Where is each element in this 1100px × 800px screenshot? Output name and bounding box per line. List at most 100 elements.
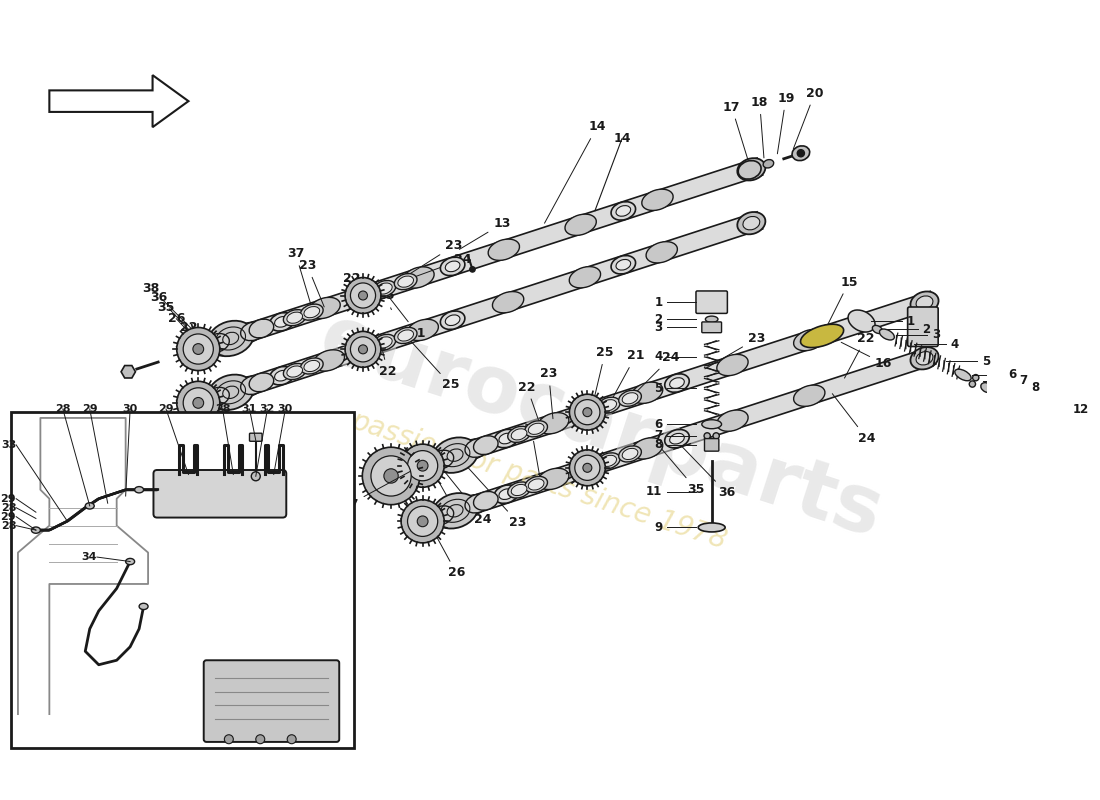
Circle shape xyxy=(470,266,475,272)
Ellipse shape xyxy=(713,433,719,439)
FancyBboxPatch shape xyxy=(704,438,719,451)
Text: 19: 19 xyxy=(778,92,794,154)
Text: 29: 29 xyxy=(158,404,174,414)
Text: 4: 4 xyxy=(654,350,662,363)
Text: 36: 36 xyxy=(679,443,735,499)
Ellipse shape xyxy=(473,436,498,454)
Ellipse shape xyxy=(300,304,323,320)
Text: 29: 29 xyxy=(81,404,98,414)
Ellipse shape xyxy=(493,291,524,313)
Text: 3: 3 xyxy=(654,321,662,334)
Ellipse shape xyxy=(737,212,766,234)
Ellipse shape xyxy=(494,485,518,503)
Ellipse shape xyxy=(612,255,636,274)
Ellipse shape xyxy=(631,382,663,403)
FancyBboxPatch shape xyxy=(250,434,262,442)
FancyBboxPatch shape xyxy=(154,470,286,518)
Text: 25: 25 xyxy=(376,290,394,310)
Ellipse shape xyxy=(738,161,761,179)
Circle shape xyxy=(402,500,444,543)
Ellipse shape xyxy=(916,351,933,365)
Ellipse shape xyxy=(623,448,638,459)
Text: 8: 8 xyxy=(1032,381,1040,394)
Text: 22: 22 xyxy=(431,468,465,519)
Ellipse shape xyxy=(525,476,548,493)
Ellipse shape xyxy=(232,322,263,343)
Polygon shape xyxy=(177,158,762,364)
Ellipse shape xyxy=(664,430,690,448)
Ellipse shape xyxy=(717,410,748,431)
Text: 23: 23 xyxy=(298,259,324,307)
Text: 12: 12 xyxy=(1072,403,1089,416)
Ellipse shape xyxy=(32,527,41,534)
Ellipse shape xyxy=(250,373,274,392)
Ellipse shape xyxy=(911,347,938,370)
Ellipse shape xyxy=(456,439,487,460)
Ellipse shape xyxy=(250,319,274,338)
Ellipse shape xyxy=(284,310,306,326)
Text: 30: 30 xyxy=(122,404,138,414)
Text: 21: 21 xyxy=(387,295,426,340)
Ellipse shape xyxy=(916,296,933,310)
Text: 9: 9 xyxy=(654,521,662,534)
Text: 7: 7 xyxy=(654,430,662,442)
Ellipse shape xyxy=(499,433,514,444)
Ellipse shape xyxy=(440,311,465,330)
Text: 28: 28 xyxy=(55,404,70,414)
Polygon shape xyxy=(50,75,188,127)
Ellipse shape xyxy=(446,315,460,326)
Ellipse shape xyxy=(792,146,810,161)
Text: 25: 25 xyxy=(592,346,614,406)
Circle shape xyxy=(251,472,261,481)
Ellipse shape xyxy=(742,162,760,176)
Text: eurocarparts: eurocarparts xyxy=(310,299,893,554)
Text: 24: 24 xyxy=(416,253,472,277)
Text: 36: 36 xyxy=(150,291,204,345)
Text: 24: 24 xyxy=(632,351,679,396)
Text: 6: 6 xyxy=(654,418,662,430)
Ellipse shape xyxy=(300,358,323,374)
Ellipse shape xyxy=(275,370,289,381)
Circle shape xyxy=(192,344,204,354)
Ellipse shape xyxy=(440,257,465,276)
Ellipse shape xyxy=(270,313,294,331)
Ellipse shape xyxy=(597,453,620,469)
Text: 5: 5 xyxy=(981,354,990,367)
Ellipse shape xyxy=(208,321,253,356)
Ellipse shape xyxy=(981,382,992,393)
Text: 15: 15 xyxy=(823,275,858,334)
Text: 27: 27 xyxy=(341,471,410,510)
Ellipse shape xyxy=(618,446,641,462)
Text: 2: 2 xyxy=(654,313,662,326)
Circle shape xyxy=(359,345,367,354)
Text: 22: 22 xyxy=(379,338,396,378)
Ellipse shape xyxy=(631,438,663,459)
Polygon shape xyxy=(177,212,762,418)
Circle shape xyxy=(345,278,381,314)
Ellipse shape xyxy=(569,266,601,288)
Ellipse shape xyxy=(134,486,144,493)
Text: 37: 37 xyxy=(287,247,311,305)
Ellipse shape xyxy=(641,189,673,210)
Text: 38: 38 xyxy=(143,282,204,340)
Ellipse shape xyxy=(597,397,620,414)
Ellipse shape xyxy=(698,523,725,532)
FancyBboxPatch shape xyxy=(696,291,727,314)
Text: 28: 28 xyxy=(1,521,16,530)
Circle shape xyxy=(408,506,438,537)
Circle shape xyxy=(362,447,420,505)
Ellipse shape xyxy=(528,423,544,434)
Ellipse shape xyxy=(955,369,971,381)
Circle shape xyxy=(192,398,204,408)
Ellipse shape xyxy=(528,479,544,490)
Circle shape xyxy=(287,734,296,744)
Ellipse shape xyxy=(801,324,844,347)
Text: 14: 14 xyxy=(544,121,606,223)
Circle shape xyxy=(351,283,375,308)
Ellipse shape xyxy=(499,489,514,499)
Polygon shape xyxy=(402,291,936,480)
Ellipse shape xyxy=(309,298,340,318)
Ellipse shape xyxy=(407,319,439,341)
Ellipse shape xyxy=(304,306,320,318)
Text: 1: 1 xyxy=(906,314,914,327)
